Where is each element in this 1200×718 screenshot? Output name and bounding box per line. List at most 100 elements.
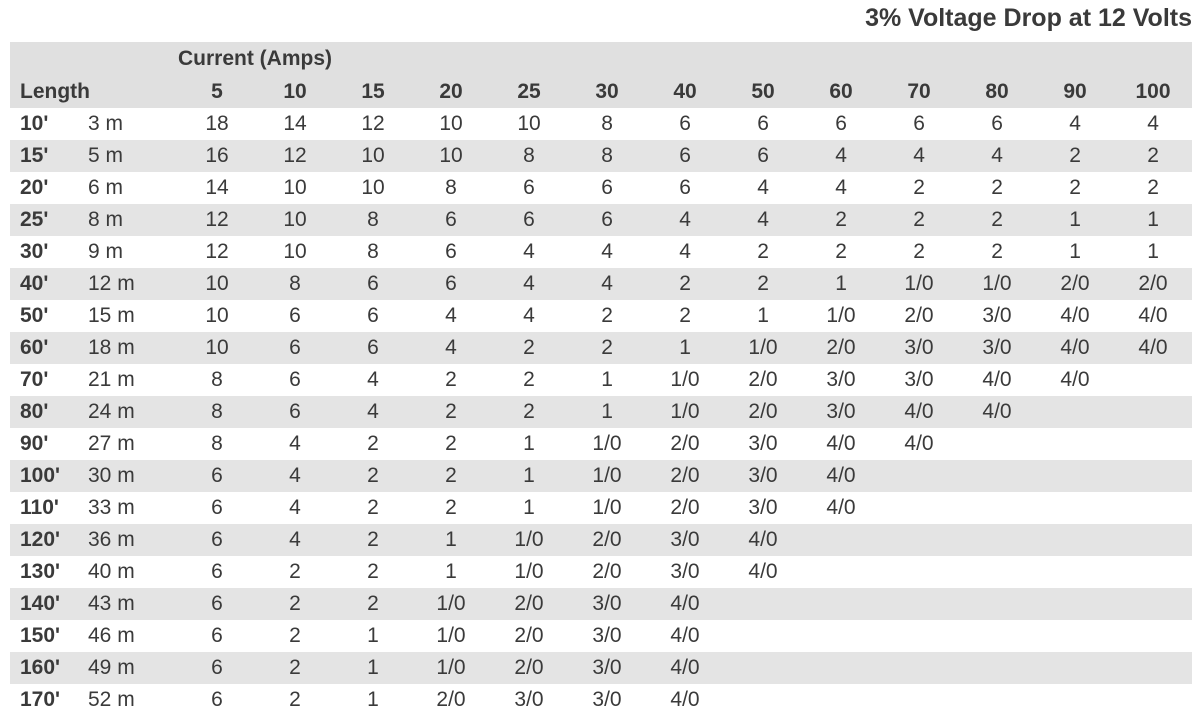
gauge-cell: 1/0 <box>904 272 934 295</box>
gauge-cell: 3/0 <box>592 656 622 679</box>
gauge-cell <box>802 684 880 716</box>
gauge-cell <box>958 588 1036 620</box>
gauge-cell: 4 <box>445 304 457 327</box>
amps-header: 10 <box>283 80 307 103</box>
gauge-cell: 2 <box>1069 176 1081 199</box>
gauge-cell: 2 <box>289 592 301 615</box>
gauge-cell: 4/0 <box>1138 336 1168 359</box>
gauge-cell: 2 <box>601 336 613 359</box>
length-feet-cell: 70' <box>20 368 49 391</box>
gauge-cell <box>1036 620 1114 652</box>
gauge-cell <box>958 556 1036 588</box>
length-meters-cell: 21 m <box>88 368 135 391</box>
gauge-cell: 1/0 <box>436 656 466 679</box>
gauge-cell: 6 <box>757 112 769 135</box>
gauge-cell: 2/0 <box>670 432 700 455</box>
gauge-cell: 1 <box>445 560 457 583</box>
page-title: 3% Voltage Drop at 12 Volts <box>865 4 1192 32</box>
gauge-cell: 4 <box>601 272 613 295</box>
length-meters-cell: 5 m <box>88 144 124 167</box>
gauge-cell: 2 <box>289 656 301 679</box>
gauge-cell: 2 <box>913 240 925 263</box>
length-meters-cell: 43 m <box>88 592 135 615</box>
gauge-cell: 1/0 <box>592 432 622 455</box>
gauge-cell: 10 <box>283 208 307 231</box>
gauge-cell: 10 <box>283 240 307 263</box>
gauge-cell: 2 <box>991 176 1003 199</box>
gauge-cell: 3/0 <box>670 560 700 583</box>
wire-gauge-table: Current (Amps) Length 5 10 15 20 25 30 4… <box>10 42 1193 716</box>
gauge-cell: 2 <box>679 304 691 327</box>
gauge-cell: 1/0 <box>982 272 1012 295</box>
gauge-cell: 1 <box>1147 240 1159 263</box>
gauge-cell: 16 <box>205 144 229 167</box>
gauge-cell: 6 <box>835 112 847 135</box>
gauge-cell: 1/0 <box>436 624 466 647</box>
length-meters-cell: 3 m <box>88 112 124 135</box>
gauge-cell: 4/0 <box>904 400 934 423</box>
length-feet-cell: 20' <box>20 176 49 199</box>
gauge-cell: 14 <box>205 176 229 199</box>
gauge-cell: 2 <box>445 400 457 423</box>
gauge-cell: 2/0 <box>826 336 856 359</box>
gauge-cell <box>880 524 958 556</box>
gauge-cell: 1 <box>367 688 379 711</box>
gauge-cell: 6 <box>991 112 1003 135</box>
gauge-cell: 1/0 <box>670 400 700 423</box>
table-row: 40' 12 m 10 8 6 6 4 4 2 2 1 1/0 1/0 2/0 2/0 <box>10 268 1193 300</box>
gauge-cell: 6 <box>601 176 613 199</box>
table-row: 160' 49 m 6 2 1 1/0 2/0 3/0 4/0 <box>10 652 1193 684</box>
table-row: 70' 21 m 8 6 4 2 2 1 1/0 2/0 3/0 3/0 4/0 4/0 <box>10 364 1193 396</box>
gauge-cell <box>1036 492 1114 524</box>
gauge-cell: 6 <box>601 208 613 231</box>
gauge-cell: 3/0 <box>748 432 778 455</box>
gauge-cell: 4 <box>601 240 613 263</box>
gauge-cell: 4 <box>679 240 691 263</box>
gauge-cell: 10 <box>439 144 463 167</box>
gauge-cell: 2/0 <box>904 304 934 327</box>
length-feet-cell: 10' <box>20 112 49 135</box>
gauge-cell: 1 <box>523 464 535 487</box>
gauge-cell: 2/0 <box>592 560 622 583</box>
table-row: 90' 27 m 8 4 2 2 1 1/0 2/0 3/0 4/0 4/0 <box>10 428 1193 460</box>
gauge-cell: 4 <box>835 144 847 167</box>
gauge-cell: 1 <box>835 272 847 295</box>
gauge-cell: 8 <box>601 144 613 167</box>
table-row: 130' 40 m 6 2 2 1 1/0 2/0 3/0 4/0 <box>10 556 1193 588</box>
gauge-cell <box>880 620 958 652</box>
length-feet-cell: 40' <box>20 272 49 295</box>
gauge-cell: 4/0 <box>670 624 700 647</box>
table-row: 30' 9 m 12 10 8 6 4 4 4 2 2 2 2 1 1 <box>10 236 1193 268</box>
gauge-cell <box>1114 620 1192 652</box>
gauge-cell: 2/0 <box>1138 272 1168 295</box>
gauge-cell: 10 <box>361 176 385 199</box>
gauge-cell: 4/0 <box>1060 368 1090 391</box>
gauge-cell: 6 <box>679 176 691 199</box>
gauge-cell: 3/0 <box>904 368 934 391</box>
table-row: 20' 6 m 14 10 10 8 6 6 6 4 4 2 2 2 2 <box>10 172 1193 204</box>
length-feet-cell: 90' <box>20 432 49 455</box>
gauge-cell: 6 <box>211 624 223 647</box>
gauge-cell: 2 <box>1147 144 1159 167</box>
amps-header: 40 <box>673 80 697 103</box>
gauge-cell: 2 <box>757 272 769 295</box>
gauge-cell: 3/0 <box>670 528 700 551</box>
gauge-cell: 1 <box>679 336 691 359</box>
gauge-cell: 4 <box>445 336 457 359</box>
gauge-cell: 6 <box>289 336 301 359</box>
gauge-cell: 2/0 <box>1060 272 1090 295</box>
gauge-cell: 3/0 <box>514 688 544 711</box>
gauge-cell: 2 <box>523 336 535 359</box>
gauge-cell <box>1114 460 1192 492</box>
length-feet-cell: 150' <box>20 624 61 647</box>
gauge-cell <box>724 684 802 716</box>
gauge-cell: 2 <box>367 432 379 455</box>
gauge-cell: 4 <box>523 240 535 263</box>
gauge-cell: 2 <box>991 240 1003 263</box>
gauge-cell: 6 <box>445 272 457 295</box>
length-meters-cell: 6 m <box>88 176 124 199</box>
gauge-cell <box>802 620 880 652</box>
gauge-cell: 6 <box>211 560 223 583</box>
gauge-cell: 8 <box>367 208 379 231</box>
gauge-cell: 3/0 <box>748 464 778 487</box>
